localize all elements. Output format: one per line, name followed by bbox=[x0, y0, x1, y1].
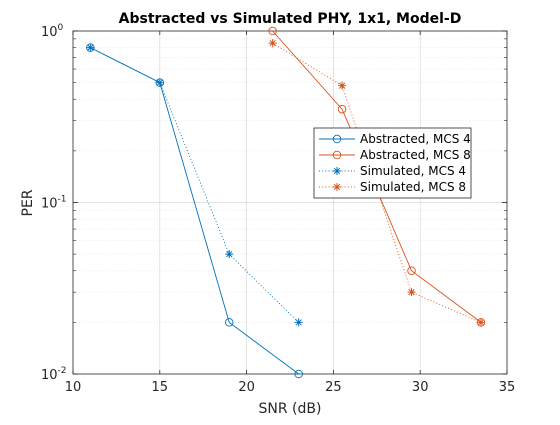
data-point bbox=[294, 369, 303, 379]
legend-box bbox=[313, 127, 472, 199]
data-point bbox=[225, 250, 234, 259]
legend-label: Abstracted, MCS 8 bbox=[360, 148, 471, 162]
legend-item: Simulated, MCS 8 bbox=[319, 180, 466, 194]
data-point bbox=[407, 266, 416, 275]
legend-label: Simulated, MCS 8 bbox=[360, 180, 466, 194]
legend-item: Simulated, MCS 4 bbox=[319, 164, 466, 178]
data-point bbox=[155, 78, 164, 87]
series-line bbox=[90, 47, 300, 323]
legend-swatch-marker bbox=[333, 167, 341, 175]
series-3 bbox=[86, 43, 303, 327]
legend: Abstracted, MCS 4 Abstracted, MCS 8 Simula… bbox=[313, 127, 472, 199]
data-point bbox=[268, 26, 277, 36]
grid bbox=[73, 31, 507, 374]
data-point bbox=[294, 318, 303, 327]
data-point bbox=[476, 318, 485, 327]
data-point bbox=[268, 39, 277, 48]
legend-swatch-marker bbox=[332, 134, 342, 144]
legend-item: Abstracted, MCS 8 bbox=[319, 148, 471, 162]
x-tick-label: 35 bbox=[499, 380, 516, 395]
series-4 bbox=[268, 39, 485, 327]
data-point bbox=[407, 288, 416, 297]
x-tick-label: 15 bbox=[152, 380, 169, 395]
data-point bbox=[338, 81, 347, 90]
legend-label: Simulated, MCS 4 bbox=[360, 164, 466, 178]
data-point bbox=[224, 318, 234, 327]
axis-ticks: 10 15 20 25 30 35 10-2 10-1 100 bbox=[41, 23, 515, 395]
x-tick-label: 25 bbox=[325, 380, 342, 395]
x-tick-label: 30 bbox=[412, 380, 429, 395]
legend-swatch-marker bbox=[333, 183, 341, 191]
legend-label: Abstracted, MCS 4 bbox=[360, 132, 471, 146]
legend-item: Abstracted, MCS 4 bbox=[319, 132, 471, 146]
x-axis-label: SNR (dB) bbox=[259, 401, 322, 417]
legend-swatch-marker bbox=[332, 150, 342, 160]
y-tick-label: 10-1 bbox=[41, 195, 67, 212]
chart-title: Abstracted vs Simulated PHY, 1x1, Model-… bbox=[119, 11, 462, 27]
y-tick-label: 100 bbox=[41, 23, 64, 40]
data-point bbox=[337, 104, 347, 114]
y-tick-label: 10-2 bbox=[41, 366, 67, 383]
y-axis-label: PER bbox=[20, 189, 36, 216]
x-tick-label: 20 bbox=[238, 380, 255, 395]
x-tick-label: 10 bbox=[65, 380, 82, 395]
data-point bbox=[86, 43, 95, 52]
